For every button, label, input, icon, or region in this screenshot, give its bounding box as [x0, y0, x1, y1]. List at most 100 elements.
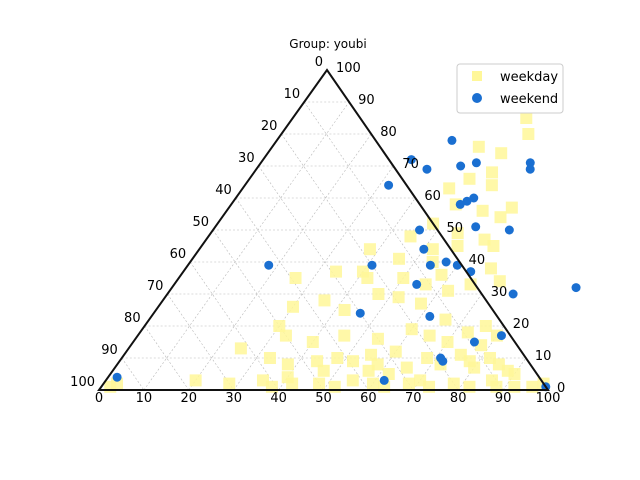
weekend-series: [112, 65, 581, 392]
weekend-point: [462, 196, 472, 206]
left-tick-label: 60: [170, 247, 187, 262]
weekend-point: [367, 260, 377, 270]
axis-ticks: 0 10 20 30 40 50 60 70 80 90 100010203040506070809…: [70, 55, 565, 406]
weekday-point: [392, 291, 405, 304]
right-tick-label: 40: [469, 253, 486, 268]
right-tick-label: 50: [447, 221, 464, 236]
weekday-point: [273, 320, 286, 332]
weekend-point: [455, 199, 465, 209]
legend-weekend-label: weekend: [500, 92, 558, 107]
weekend-point: [525, 164, 535, 174]
weekday-point: [439, 313, 452, 326]
legend-weekend-marker: [472, 93, 482, 103]
weekday-point: [286, 300, 299, 313]
weekday-point: [426, 243, 439, 256]
weekday-point: [435, 268, 448, 281]
grid-line: [167, 293, 234, 391]
legend-weekday-label: weekday: [500, 70, 558, 85]
left-tick-label: 10: [284, 87, 301, 102]
weekday-point: [372, 288, 385, 300]
weekend-point: [504, 225, 514, 235]
bottom-tick-label: 10: [136, 391, 153, 406]
weekend-point: [419, 244, 429, 254]
bottom-tick-label: 50: [315, 391, 332, 406]
weekend-point: [112, 372, 122, 382]
weekday-point: [419, 278, 432, 291]
grid-line: [278, 197, 416, 391]
weekday-point: [495, 147, 508, 160]
weekend-point: [471, 158, 481, 168]
left-tick-label: 30: [238, 151, 255, 166]
left-tick-label: 50: [192, 215, 209, 230]
weekday-point: [451, 240, 464, 252]
weekday-point: [451, 227, 464, 240]
weekday-point: [311, 355, 324, 368]
weekend-point: [384, 180, 394, 190]
weekday-point: [393, 252, 406, 265]
weekend-point: [456, 161, 466, 171]
weekday-point: [414, 297, 427, 310]
weekday-point: [365, 348, 378, 361]
weekend-point: [525, 158, 535, 168]
weekend-point: [422, 164, 432, 174]
weekday-point: [361, 272, 374, 284]
weekday-point: [485, 179, 498, 192]
left-tick-label: 100: [70, 375, 95, 390]
weekday-point: [442, 284, 455, 297]
weekday-point: [487, 240, 500, 252]
weekday-point: [331, 352, 344, 364]
weekend-point: [412, 279, 422, 289]
right-tick-label: 20: [513, 317, 530, 332]
weekday-point: [338, 304, 351, 316]
grid-line: [143, 101, 350, 391]
weekday-point: [317, 364, 330, 377]
chart-title: Group: youbi: [289, 37, 366, 51]
weekday-point: [404, 230, 417, 243]
grid-line: [121, 357, 145, 391]
grid-line: [233, 165, 394, 391]
weekend-point: [379, 375, 389, 385]
bottom-tick-label: 40: [270, 391, 287, 406]
weekday-point: [461, 326, 474, 339]
weekday-point: [289, 272, 302, 284]
triangle-frame: [97, 68, 550, 391]
left-tick-label: 0: [315, 55, 323, 70]
weekend-point: [496, 331, 506, 341]
bottom-tick-label: 90: [495, 391, 512, 406]
grid-line: [502, 357, 527, 391]
weekday-point: [468, 361, 481, 374]
right-tick-label: 70: [402, 157, 419, 172]
bottom-tick-label: 20: [181, 391, 198, 406]
right-tick-label: 100: [336, 61, 361, 76]
weekday-point: [522, 128, 535, 140]
weekday-point: [338, 329, 351, 342]
weekday-point: [493, 275, 506, 288]
bottom-tick-label: 70: [405, 391, 422, 406]
bottom-tick-label: 100: [536, 391, 561, 406]
weekday-point: [366, 377, 379, 390]
weekday-point: [476, 204, 489, 217]
weekend-point: [425, 260, 435, 270]
right-tick-label: 80: [380, 125, 397, 140]
weekday-series: [104, 73, 550, 393]
weekday-point: [486, 166, 499, 179]
weekday-point: [402, 377, 415, 390]
weekday-point: [421, 352, 434, 364]
weekend-point: [508, 289, 518, 299]
right-tick-label: 30: [491, 285, 508, 300]
weekend-point: [438, 356, 448, 366]
bottom-tick-label: 80: [450, 391, 467, 406]
weekend-point: [469, 193, 479, 203]
left-tick-label: 80: [124, 311, 141, 326]
weekend-point: [406, 155, 416, 165]
weekday-point: [346, 374, 359, 387]
left-tick-label: 40: [215, 183, 232, 198]
weekday-point: [281, 371, 294, 384]
weekday-point: [263, 352, 276, 364]
grid-line: [235, 197, 369, 391]
weekend-point: [469, 337, 479, 347]
weekday-point: [447, 377, 460, 390]
grid-line: [189, 261, 279, 391]
grid-line: [258, 165, 414, 391]
weekday-point: [520, 112, 533, 124]
